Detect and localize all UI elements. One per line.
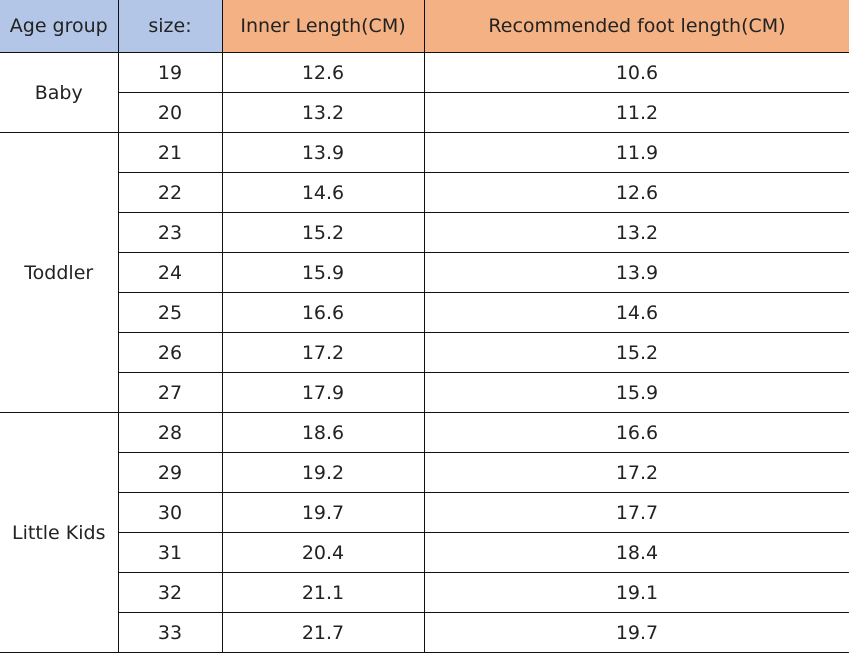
size-cell: 30	[118, 492, 223, 533]
foot-length-cell: 13.9	[423, 252, 849, 293]
inner-length-cell: 20.4	[221, 532, 425, 573]
table-row: Little Kids 28 18.6 16.6	[0, 412, 849, 653]
table-body: Baby 19 12.6 10.6 20 13.2 11.2 Toddler 21 13.9 11.…	[0, 52, 849, 653]
inner-length-cell: 19.2	[221, 452, 425, 493]
size-cell: 25	[118, 292, 223, 333]
inner-length-cell: 15.9	[221, 252, 425, 293]
foot-length-cell: 17.7	[423, 492, 849, 533]
foot-length-cell: 11.2	[423, 92, 849, 133]
table-row: 25 16.6 14.6	[0, 292, 849, 333]
foot-length-cell: 11.9	[423, 132, 849, 173]
size-cell: 32	[118, 572, 223, 613]
header-size: size:	[117, 0, 223, 53]
age-group-cell: Toddler	[0, 132, 119, 413]
foot-length-cell: 15.2	[423, 332, 849, 373]
header-row: Age group size: Inner Length(CM) Recomme…	[0, 0, 849, 53]
table-row: 23 15.2 13.2	[0, 212, 849, 253]
foot-length-cell: 17.2	[423, 452, 849, 493]
foot-length-cell: 16.6	[423, 412, 849, 453]
inner-length-cell: 17.2	[221, 332, 425, 373]
inner-length-cell: 14.6	[221, 172, 425, 213]
foot-length-cell: 19.7	[423, 612, 849, 653]
size-cell: 24	[118, 252, 223, 293]
inner-length-cell: 16.6	[221, 292, 425, 333]
foot-length-cell: 18.4	[423, 532, 849, 573]
size-cell: 29	[118, 452, 223, 493]
size-cell: 19	[117, 52, 223, 93]
size-cell: 22	[118, 172, 223, 213]
inner-length-cell: 21.1	[221, 572, 425, 613]
table-row: 27 17.9 15.9	[0, 372, 849, 413]
age-group-cell: Little Kids	[0, 412, 119, 653]
foot-length-cell: 13.2	[423, 212, 849, 253]
table-row: 24 15.9 13.9	[0, 252, 849, 293]
inner-length-cell: 13.9	[221, 132, 425, 173]
inner-length-cell: 17.9	[221, 372, 425, 413]
header-age-group: Age group	[0, 0, 119, 53]
size-cell: 21	[117, 132, 223, 173]
inner-length-cell: 15.2	[221, 212, 425, 253]
size-cell: 27	[118, 372, 223, 413]
age-group-cell: Baby	[0, 52, 119, 133]
size-cell: 26	[118, 332, 223, 373]
size-cell: 28	[117, 412, 223, 453]
table-row: Toddler 21 13.9 11.9	[0, 132, 849, 413]
table-row: 29 19.2 17.2	[0, 452, 849, 493]
size-cell: 33	[118, 612, 223, 653]
table-row: 31 20.4 18.4	[0, 532, 849, 573]
table-row: 22 14.6 12.6	[0, 172, 849, 213]
inner-length-cell: 18.6	[221, 412, 425, 453]
table-row: 33 21.7 19.7	[0, 612, 849, 653]
foot-length-cell: 14.6	[423, 292, 849, 333]
table-row: 32 21.1 19.1	[0, 572, 849, 613]
table-row: 20 13.2 11.2	[0, 92, 849, 133]
table-row: Baby 19 12.6 10.6	[0, 52, 849, 133]
foot-length-cell: 15.9	[423, 372, 849, 413]
foot-length-cell: 10.6	[423, 52, 849, 93]
table-row: 26 17.2 15.2	[0, 332, 849, 373]
foot-length-cell: 19.1	[423, 572, 849, 613]
size-cell: 31	[118, 532, 223, 573]
size-cell: 23	[118, 212, 223, 253]
foot-length-cell: 12.6	[423, 172, 849, 213]
header-inner-length: Inner Length(CM)	[221, 0, 425, 53]
size-cell: 20	[118, 92, 223, 133]
inner-length-cell: 19.7	[221, 492, 425, 533]
inner-length-cell: 13.2	[221, 92, 425, 133]
inner-length-cell: 21.7	[221, 612, 425, 653]
header-foot-length: Recommended foot length(CM)	[423, 0, 849, 53]
inner-length-cell: 12.6	[221, 52, 425, 93]
table-row: 30 19.7 17.7	[0, 492, 849, 533]
